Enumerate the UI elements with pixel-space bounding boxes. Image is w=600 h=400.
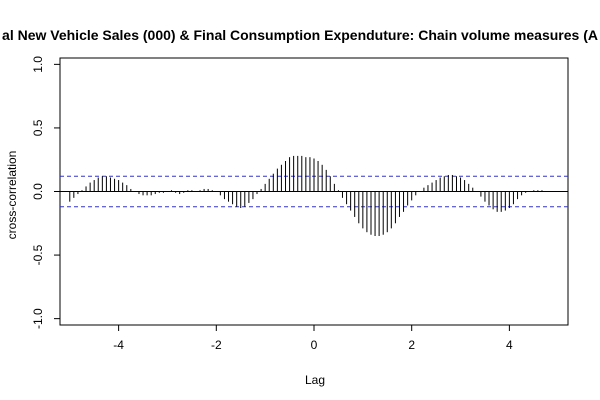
y-axis-label: cross-correlation xyxy=(5,151,19,240)
x-tick-label: 4 xyxy=(506,338,513,352)
chart-title: al New Vehicle Sales (000) & Final Consu… xyxy=(2,27,598,43)
x-tick-label: 2 xyxy=(408,338,415,352)
x-tick-label: 0 xyxy=(311,338,318,352)
y-tick-label: -0.5 xyxy=(31,244,45,265)
y-tick-label: 0.5 xyxy=(31,119,45,136)
x-axis-label: Lag xyxy=(305,373,325,387)
y-tick-label: -1.0 xyxy=(31,308,45,329)
y-tick-label: 1.0 xyxy=(31,56,45,73)
x-tick-label: -4 xyxy=(113,338,124,352)
x-axis: -4 -2 0 2 4 xyxy=(113,325,513,352)
y-tick-label: 0.0 xyxy=(31,183,45,200)
y-axis: -1.0 -0.5 0.0 0.5 1.0 xyxy=(31,56,60,329)
correlation-bars xyxy=(60,155,568,236)
x-tick-label: -2 xyxy=(211,338,222,352)
